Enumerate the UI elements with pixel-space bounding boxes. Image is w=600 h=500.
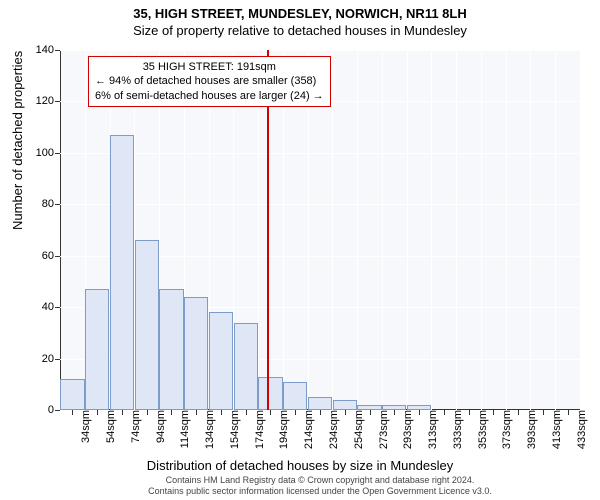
grid-line-v xyxy=(530,50,531,410)
bar xyxy=(258,377,282,410)
y-tick-label: 120 xyxy=(36,95,60,107)
x-tick-mark xyxy=(493,410,494,415)
x-tick-label: 373sqm xyxy=(497,410,513,449)
x-tick-mark xyxy=(196,410,197,415)
y-tick-label: 100 xyxy=(36,147,60,159)
x-tick-mark xyxy=(345,410,346,415)
x-tick-label: 433sqm xyxy=(572,410,588,449)
footer-line-1: Contains HM Land Registry data © Crown c… xyxy=(60,475,580,486)
y-axis-title: Number of detached properties xyxy=(10,51,25,230)
x-tick-label: 254sqm xyxy=(349,410,365,449)
grid-line-v xyxy=(357,50,358,410)
y-tick-label: 60 xyxy=(42,250,60,262)
bar xyxy=(308,397,332,410)
x-tick-label: 214sqm xyxy=(299,410,315,449)
x-tick-mark xyxy=(171,410,172,415)
x-tick-mark xyxy=(122,410,123,415)
x-tick-mark xyxy=(419,410,420,415)
chart-footer: Contains HM Land Registry data © Crown c… xyxy=(60,475,580,497)
x-tick-mark xyxy=(469,410,470,415)
grid-line-h xyxy=(60,204,580,205)
x-tick-mark xyxy=(295,410,296,415)
x-tick-label: 234sqm xyxy=(324,410,340,449)
bar xyxy=(135,240,159,410)
bar xyxy=(85,289,109,410)
bar xyxy=(60,379,84,410)
y-tick-label: 140 xyxy=(36,44,60,56)
x-tick-mark xyxy=(147,410,148,415)
chart-subtitle: Size of property relative to detached ho… xyxy=(0,23,600,38)
y-tick-label: 80 xyxy=(42,198,60,210)
bar xyxy=(110,135,134,410)
bar xyxy=(234,323,258,410)
y-tick-label: 20 xyxy=(42,353,60,365)
bar xyxy=(333,400,357,410)
grid-line-v xyxy=(382,50,383,410)
annotation-line-2: ← 94% of detached houses are smaller (35… xyxy=(95,74,324,88)
x-tick-label: 34sqm xyxy=(76,410,92,443)
x-tick-label: 94sqm xyxy=(151,410,167,443)
x-tick-mark xyxy=(518,410,519,415)
grid-line-v xyxy=(456,50,457,410)
x-tick-label: 54sqm xyxy=(101,410,117,443)
grid-line-v xyxy=(407,50,408,410)
x-tick-mark xyxy=(394,410,395,415)
x-tick-label: 293sqm xyxy=(398,410,414,449)
x-tick-mark xyxy=(270,410,271,415)
x-tick-label: 134sqm xyxy=(200,410,216,449)
chart-title: 35, HIGH STREET, MUNDESLEY, NORWICH, NR1… xyxy=(0,0,600,21)
bar xyxy=(209,312,233,410)
y-tick-label: 40 xyxy=(42,301,60,313)
x-tick-mark xyxy=(72,410,73,415)
bar xyxy=(184,297,208,410)
x-tick-label: 313sqm xyxy=(423,410,439,449)
x-tick-label: 353sqm xyxy=(473,410,489,449)
bar xyxy=(159,289,183,410)
annotation-box: 35 HIGH STREET: 191sqm ← 94% of detached… xyxy=(88,56,331,107)
grid-line-h xyxy=(60,153,580,154)
x-tick-label: 273sqm xyxy=(374,410,390,449)
x-tick-label: 413sqm xyxy=(547,410,563,449)
bar xyxy=(283,382,307,410)
x-tick-label: 393sqm xyxy=(522,410,538,449)
annotation-line-1: 35 HIGH STREET: 191sqm xyxy=(95,60,324,74)
y-tick-label: 0 xyxy=(48,404,60,416)
x-tick-mark xyxy=(320,410,321,415)
x-tick-mark xyxy=(97,410,98,415)
x-axis-title: Distribution of detached houses by size … xyxy=(0,458,600,473)
x-tick-mark xyxy=(221,410,222,415)
grid-line-v xyxy=(506,50,507,410)
x-tick-label: 194sqm xyxy=(274,410,290,449)
x-tick-mark xyxy=(246,410,247,415)
grid-line-v xyxy=(431,50,432,410)
grid-line-v xyxy=(481,50,482,410)
x-tick-mark xyxy=(370,410,371,415)
grid-line-v xyxy=(332,50,333,410)
x-tick-mark xyxy=(568,410,569,415)
x-tick-label: 174sqm xyxy=(250,410,266,449)
x-tick-label: 154sqm xyxy=(225,410,241,449)
x-tick-label: 114sqm xyxy=(175,410,191,448)
footer-line-2: Contains public sector information licen… xyxy=(60,486,580,497)
annotation-line-3: 6% of semi-detached houses are larger (2… xyxy=(95,89,324,103)
x-tick-mark xyxy=(444,410,445,415)
plot-area: 35 HIGH STREET: 191sqm ← 94% of detached… xyxy=(60,50,580,410)
grid-line-v xyxy=(555,50,556,410)
x-tick-label: 333sqm xyxy=(448,410,464,449)
x-tick-label: 74sqm xyxy=(126,410,142,443)
x-tick-mark xyxy=(543,410,544,415)
grid-line-h xyxy=(60,50,580,51)
